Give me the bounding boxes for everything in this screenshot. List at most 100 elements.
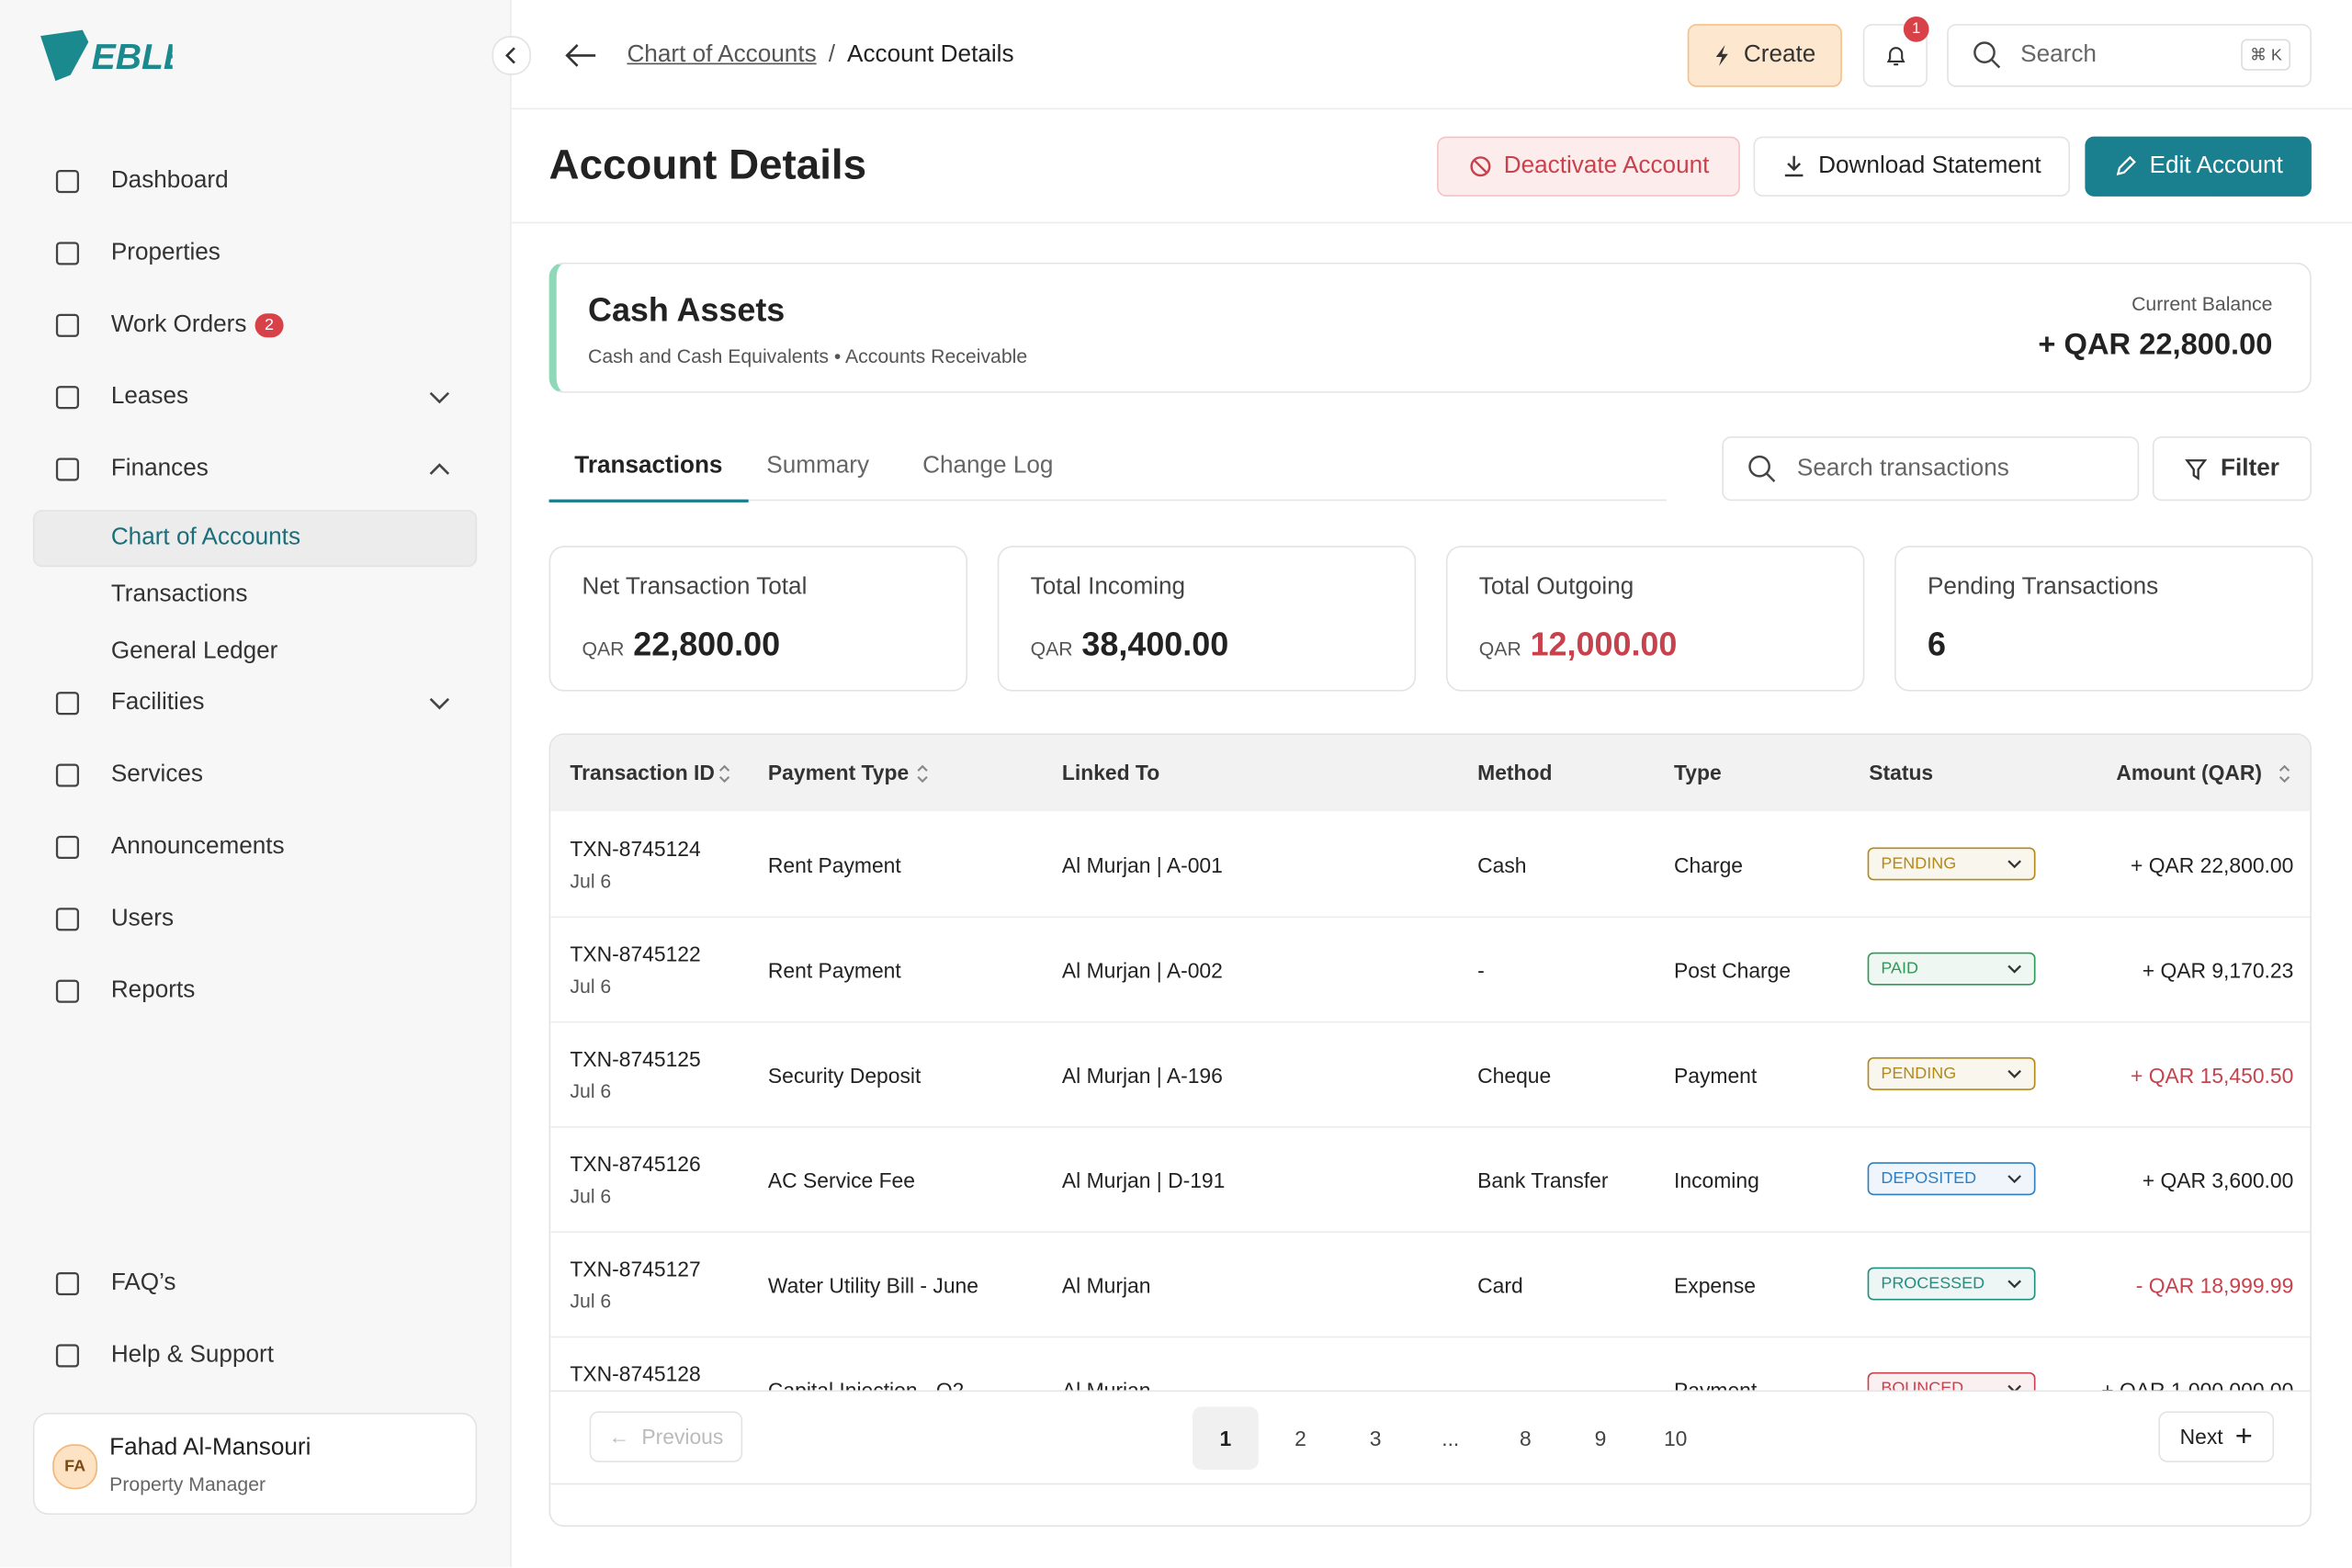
deactivate-label: Deactivate Account — [1503, 152, 1710, 179]
logo: EBLE — [40, 29, 173, 82]
download-label: Download Statement — [1818, 152, 2041, 179]
page-button[interactable]: 2 — [1295, 1426, 1306, 1450]
type: Payment — [1674, 1378, 1758, 1393]
transaction-date: Jul 6 — [570, 1079, 612, 1102]
filter-button[interactable]: Filter — [2152, 436, 2312, 502]
notifications-button[interactable] — [1862, 24, 1928, 87]
method: Card — [1477, 1273, 1523, 1298]
nav-item[interactable]: Users — [54, 897, 174, 942]
stat-currency: QAR — [1478, 637, 1521, 660]
page-button[interactable]: 10 — [1663, 1426, 1688, 1450]
create-button[interactable]: Create — [1687, 24, 1842, 87]
nav-item[interactable]: Leases — [54, 375, 450, 420]
payment-type: Security Deposit — [767, 1063, 922, 1088]
status-select[interactable]: PENDING — [1867, 847, 2036, 881]
back-button[interactable] — [564, 40, 597, 71]
transaction-search[interactable]: Search transactions — [1722, 436, 2140, 502]
nav-item[interactable]: Properties — [54, 231, 220, 276]
collapse-button[interactable] — [492, 36, 531, 75]
table-row: TXN-8745127 Jul 6 Water Utility Bill - Jun… — [550, 1231, 2311, 1338]
transaction-date: Jul 6 — [570, 975, 612, 998]
status-select[interactable]: PENDING — [1867, 1057, 2036, 1090]
column-header: Type — [1674, 760, 1722, 784]
page-title: Account Details — [548, 141, 867, 188]
sort-icon[interactable] — [915, 761, 930, 785]
transaction-id: TXN-8745126 — [570, 1151, 701, 1176]
nav-item[interactable]: Announcements — [54, 825, 285, 870]
download-button[interactable]: Download Statement — [1753, 136, 2071, 197]
stat-value: 6 — [1927, 625, 1946, 663]
transaction-date: Jul 6 — [570, 1290, 612, 1313]
next-button[interactable]: Next + — [2158, 1411, 2275, 1462]
transaction-date: Jul 6 — [570, 869, 612, 893]
table-header: Transaction ID Payment Type Linked To Metho… — [550, 734, 2311, 812]
nav-item[interactable]: Reports — [54, 969, 195, 1014]
payment-type: Rent Payment — [767, 958, 901, 983]
status-select[interactable]: PROCESSED — [1867, 1267, 2036, 1301]
method: Bank Transfer — [1477, 1168, 1609, 1192]
amount: - QAR 18,999.99 — [2135, 1273, 2294, 1298]
subnav-item[interactable]: Transactions — [110, 581, 248, 608]
stat-value: 38,400.00 — [1081, 625, 1229, 663]
page-button[interactable]: 8 — [1520, 1426, 1532, 1450]
topbar-divider — [511, 107, 2352, 110]
amount: + QAR 22,800.00 — [2131, 852, 2294, 878]
page-button[interactable]: 1 — [1192, 1406, 1259, 1470]
tab[interactable]: Transactions — [548, 453, 749, 502]
column-header: Linked To — [1061, 760, 1160, 784]
stat-card: Pending Transactions 6 — [1894, 546, 2313, 692]
deactivate-button[interactable]: Deactivate Account — [1437, 136, 1740, 197]
page-button[interactable]: ... — [1442, 1426, 1460, 1450]
nav-item[interactable]: Dashboard — [54, 159, 229, 204]
type: Incoming — [1674, 1168, 1759, 1192]
sidebar: EBLE FA Fahad Al-Mansouri Property Manag… — [0, 0, 512, 1568]
previous-label: Previous — [641, 1425, 724, 1450]
stat-card: Total Outgoing QAR 12,000.00 — [1445, 546, 1865, 692]
account-card: Cash Assets Cash and Cash Equivalents • … — [548, 262, 2312, 393]
page-button[interactable]: 3 — [1369, 1426, 1382, 1450]
subnav-item[interactable]: General Ledger — [110, 638, 278, 665]
nav-label: Leases — [110, 383, 189, 410]
sort-icon[interactable] — [717, 761, 731, 785]
status-select[interactable]: BOUNCED — [1867, 1371, 2036, 1393]
transaction-date: Jul 6 — [570, 1184, 612, 1208]
previous-button[interactable]: ← Previous — [589, 1411, 743, 1462]
nav-item[interactable]: FAQ’s — [54, 1261, 176, 1306]
sort-icon[interactable] — [2277, 761, 2291, 785]
stat-card: Net Transaction Total QAR 22,800.00 — [548, 546, 968, 692]
linked-to: Al Murjan | A-002 — [1061, 958, 1223, 983]
breadcrumb-link[interactable]: Chart of Accounts — [627, 41, 817, 68]
user-role: Property Manager — [109, 1472, 266, 1495]
user-name: Fahad Al-Mansouri — [109, 1435, 311, 1461]
status-select[interactable]: PAID — [1867, 952, 2036, 986]
nav-item[interactable]: Finances — [54, 447, 450, 492]
status-select[interactable]: DEPOSITED — [1867, 1162, 2036, 1196]
linked-to: Al Murjan | D-191 — [1061, 1168, 1226, 1192]
page-button[interactable]: 9 — [1594, 1426, 1607, 1450]
column-header: Status — [1869, 760, 1934, 784]
account-name: Cash Assets — [587, 290, 786, 329]
tab[interactable]: Change Log — [922, 453, 1054, 479]
type: Expense — [1674, 1273, 1756, 1298]
edit-button[interactable]: Edit Account — [2085, 136, 2312, 197]
nav-item[interactable]: Help & Support — [54, 1333, 274, 1378]
nav-item[interactable]: Services — [54, 753, 203, 798]
payment-type: AC Service Fee — [767, 1168, 915, 1192]
user-card[interactable]: FA Fahad Al-Mansouri Property Manager — [32, 1412, 478, 1515]
amount: + QAR 1,000,000.00 — [2101, 1378, 2294, 1393]
nav-item[interactable]: Work Orders 2 — [54, 303, 283, 348]
nav-item[interactable]: Facilities — [54, 681, 450, 726]
account-subtitle: Cash and Cash Equivalents • Accounts Rec… — [587, 344, 1028, 367]
linked-to: Al Murjan | A-001 — [1061, 852, 1223, 878]
subnav-item[interactable]: Chart of Accounts — [110, 525, 301, 551]
nav-label: FAQ’s — [110, 1269, 176, 1296]
payment-type: Water Utility Bill - June — [767, 1273, 978, 1298]
method: Cash — [1477, 852, 1527, 878]
transaction-id: TXN-8745122 — [570, 942, 701, 966]
stat-label: Total Outgoing — [1478, 574, 1634, 601]
stat-value-row: QAR 22,800.00 — [582, 626, 780, 664]
avatar: FA — [52, 1444, 98, 1490]
global-search[interactable]: Search — [1947, 24, 2312, 87]
stat-currency: QAR — [1030, 637, 1073, 660]
tab[interactable]: Summary — [766, 453, 870, 479]
